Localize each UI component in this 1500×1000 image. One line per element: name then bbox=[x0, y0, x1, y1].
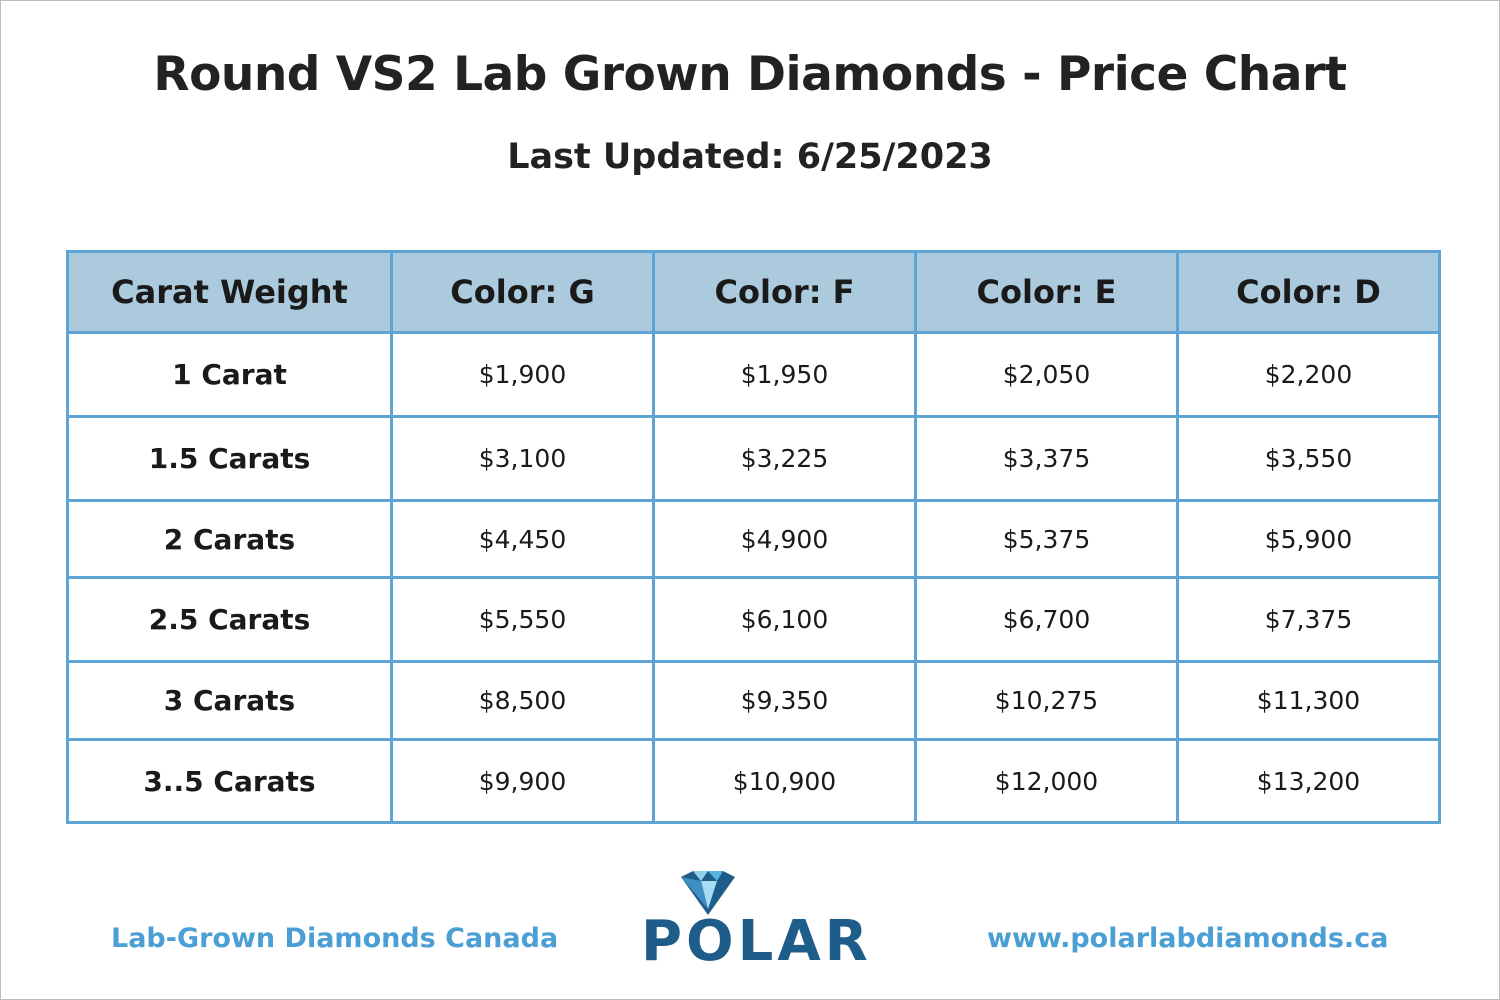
column-header: Color: E bbox=[914, 250, 1179, 334]
price-cell: $4,450 bbox=[390, 499, 655, 579]
diamond-facet bbox=[693, 871, 708, 881]
table-body: 1 Carat $1,900 $1,950 $2,050 $2,200 1.5 Carat… bbox=[66, 331, 1441, 824]
carat-cell: 3..5 Carats bbox=[66, 738, 393, 824]
price-cell: $5,375 bbox=[914, 499, 1179, 579]
price-cell: $3,100 bbox=[390, 415, 655, 502]
logo-text: POLAR bbox=[641, 909, 872, 974]
price-table: Carat Weight Color: G Color: F Color: E Colo… bbox=[66, 250, 1441, 824]
carat-cell: 3 Carats bbox=[66, 660, 393, 741]
price-cell: $3,225 bbox=[652, 415, 917, 502]
price-cell: $4,900 bbox=[652, 499, 917, 579]
price-cell: $2,200 bbox=[1176, 331, 1441, 418]
table-row: 1 Carat $1,900 $1,950 $2,050 $2,200 bbox=[66, 331, 1441, 418]
price-cell: $5,550 bbox=[390, 576, 655, 663]
price-cell: $3,375 bbox=[914, 415, 1179, 502]
table-row: 1.5 Carats $3,100 $3,225 $3,375 $3,550 bbox=[66, 415, 1441, 502]
table-row: 3..5 Carats $9,900 $10,900 $12,000 $13,200 bbox=[66, 738, 1441, 824]
table-row: 3 Carats $8,500 $9,350 $10,275 $11,300 bbox=[66, 660, 1441, 741]
subtitle: Last Updated: 6/25/2023 bbox=[507, 137, 993, 177]
price-cell: $1,950 bbox=[652, 331, 917, 418]
price-cell: $13,200 bbox=[1176, 738, 1441, 824]
price-cell: $8,500 bbox=[390, 660, 655, 741]
table-row: 2.5 Carats $5,550 $6,100 $6,700 $7,375 bbox=[66, 576, 1441, 663]
price-cell: $11,300 bbox=[1176, 660, 1441, 741]
carat-cell: 2 Carats bbox=[66, 499, 393, 579]
column-header: Color: D bbox=[1176, 250, 1441, 334]
column-header: Color: F bbox=[652, 250, 917, 334]
price-cell: $6,700 bbox=[914, 576, 1179, 663]
price-cell: $3,550 bbox=[1176, 415, 1441, 502]
diamond-facet bbox=[708, 871, 723, 881]
price-cell: $5,900 bbox=[1176, 499, 1441, 579]
carat-cell: 1 Carat bbox=[66, 331, 393, 418]
price-cell: $9,900 bbox=[390, 738, 655, 824]
price-cell: $1,900 bbox=[390, 331, 655, 418]
carat-cell: 2.5 Carats bbox=[66, 576, 393, 663]
price-cell: $12,000 bbox=[914, 738, 1179, 824]
price-cell: $6,100 bbox=[652, 576, 917, 663]
table-head: Carat Weight Color: G Color: F Color: E Colo… bbox=[66, 250, 1441, 334]
website: www.polarlabdiamonds.ca bbox=[987, 923, 1389, 954]
price-cell: $9,350 bbox=[652, 660, 917, 741]
diamond-facet bbox=[701, 881, 717, 909]
diamond-facet bbox=[681, 877, 708, 909]
price-cell: $7,375 bbox=[1176, 576, 1441, 663]
column-header: Carat Weight bbox=[66, 250, 393, 334]
table-row: 2 Carats $4,450 $4,900 $5,375 $5,900 bbox=[66, 499, 1441, 579]
logo-diamond bbox=[681, 871, 735, 915]
header-row: Carat Weight Color: G Color: F Color: E Colo… bbox=[66, 250, 1441, 334]
carat-cell: 1.5 Carats bbox=[66, 415, 393, 502]
title: Round VS2 Lab Grown Diamonds - Price Cha… bbox=[153, 47, 1347, 102]
price-cell: $10,275 bbox=[914, 660, 1179, 741]
price-cell: $2,050 bbox=[914, 331, 1179, 418]
column-header: Color: G bbox=[390, 250, 655, 334]
tagline: Lab-Grown Diamonds Canada bbox=[111, 923, 559, 954]
price-cell: $10,900 bbox=[652, 738, 917, 824]
